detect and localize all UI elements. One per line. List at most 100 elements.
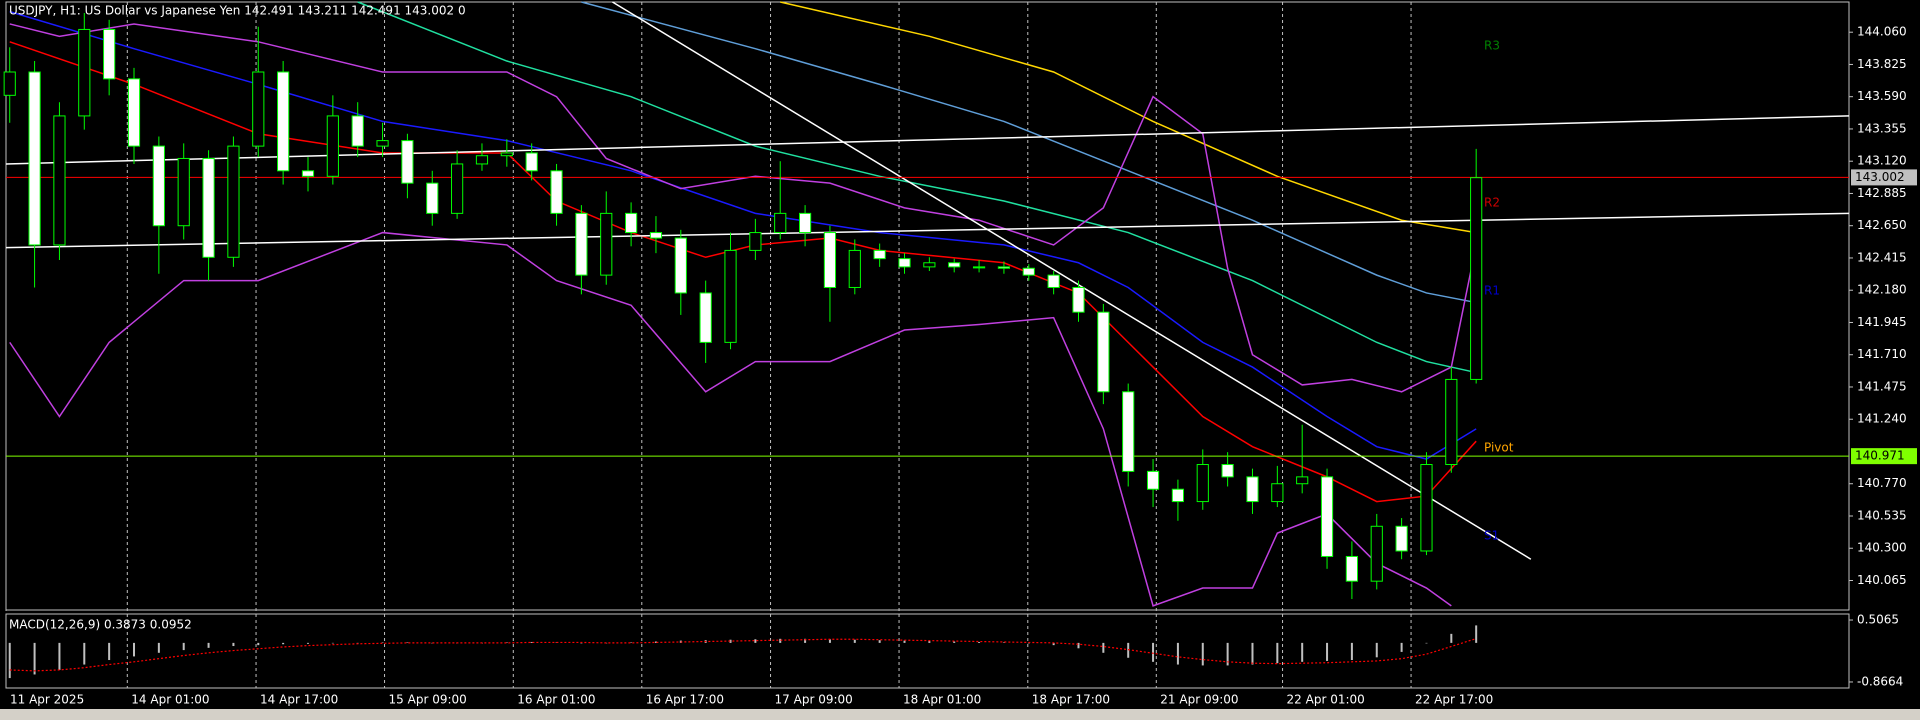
macd-histogram-bar bbox=[1176, 642, 1179, 665]
macd-histogram-bar bbox=[1301, 642, 1304, 662]
indicator-line bbox=[357, 1, 1477, 374]
macd-histogram-bar bbox=[1152, 642, 1155, 662]
y-tick-label: 140.065 bbox=[1857, 573, 1907, 587]
macd-histogram-bar bbox=[257, 642, 260, 646]
candle-body bbox=[3, 71, 16, 96]
indicator-line bbox=[780, 1, 1477, 234]
candle-body bbox=[500, 152, 513, 157]
macd-histogram-bar bbox=[108, 642, 111, 661]
x-tick-label: 14 Apr 01:00 bbox=[131, 693, 209, 707]
y-tick-label: 141.710 bbox=[1857, 347, 1907, 361]
macd-histogram-bar bbox=[1201, 642, 1204, 666]
x-tick-label: 18 Apr 17:00 bbox=[1032, 693, 1110, 707]
macd-histogram-bar bbox=[306, 642, 309, 644]
candle-body bbox=[152, 145, 165, 227]
pivot-label: Pivot bbox=[1484, 441, 1514, 455]
macd-histogram-bar bbox=[530, 641, 533, 643]
candle-body bbox=[376, 140, 389, 147]
macd-histogram-bar bbox=[903, 640, 906, 643]
candle-body bbox=[1395, 525, 1408, 552]
macd-histogram-bar bbox=[754, 639, 757, 643]
macd-histogram-bar bbox=[282, 642, 285, 645]
macd-histogram-bar bbox=[1375, 642, 1378, 658]
macd-histogram-bar bbox=[1350, 642, 1353, 661]
indicator-line bbox=[5, 115, 1850, 165]
candle-body bbox=[451, 163, 464, 214]
macd-histogram-bar bbox=[779, 638, 782, 643]
candle-body bbox=[873, 249, 886, 260]
candle-body bbox=[749, 232, 762, 251]
candle-body bbox=[600, 212, 613, 276]
macd-histogram-bar bbox=[580, 642, 583, 644]
candle-body bbox=[724, 249, 737, 343]
candle-body bbox=[127, 78, 141, 147]
macd-histogram-bar bbox=[1475, 625, 1478, 643]
candle-body bbox=[1047, 274, 1060, 288]
macd-histogram-bar bbox=[58, 642, 61, 670]
y-tick-label: 141.945 bbox=[1857, 315, 1907, 329]
candle-body bbox=[1370, 525, 1383, 582]
macd-histogram-bar bbox=[1027, 642, 1030, 644]
candle-body bbox=[1445, 378, 1458, 466]
price-level-label-bg bbox=[1851, 448, 1917, 465]
macd-histogram-bar bbox=[381, 642, 384, 643]
candle-body bbox=[401, 140, 414, 184]
candle-body bbox=[277, 71, 290, 172]
macd-histogram-bar bbox=[953, 641, 956, 643]
macd-histogram-bar bbox=[356, 642, 359, 644]
candle-body bbox=[625, 212, 638, 234]
candle-body bbox=[774, 212, 787, 234]
y-tick-label: 142.415 bbox=[1857, 250, 1907, 264]
x-tick-label: 16 Apr 17:00 bbox=[646, 693, 724, 707]
y-tick-label: 143.825 bbox=[1857, 57, 1907, 71]
candle-body bbox=[78, 28, 91, 117]
x-tick-label: 14 Apr 17:00 bbox=[260, 693, 338, 707]
candle-body bbox=[923, 262, 936, 268]
candle-body bbox=[177, 157, 190, 227]
chart-header: USDJPY, H1: US Dollar vs Japanese Yen 14… bbox=[9, 4, 466, 18]
candle-body bbox=[301, 170, 315, 177]
y-tick-label: 140.535 bbox=[1857, 508, 1907, 522]
candle-body bbox=[475, 155, 489, 165]
x-tick-label: 18 Apr 01:00 bbox=[903, 693, 981, 707]
macd-title: MACD(12,26,9) 0.3873 0.0952 bbox=[9, 618, 192, 632]
macd-histogram-bar bbox=[729, 639, 732, 643]
candle-body bbox=[1022, 267, 1035, 276]
macd-histogram-bar bbox=[33, 642, 36, 675]
candle-body bbox=[1171, 488, 1185, 503]
candle-body bbox=[53, 115, 66, 246]
macd-histogram-bar bbox=[406, 642, 409, 643]
x-tick-label: 22 Apr 17:00 bbox=[1415, 693, 1493, 707]
y-tick-label: 142.885 bbox=[1857, 186, 1907, 200]
macd-y-tick-label: -0.8664 bbox=[1857, 674, 1903, 688]
candle-body bbox=[699, 292, 712, 343]
candle-body bbox=[1221, 464, 1234, 478]
macd-histogram-bar bbox=[1077, 642, 1080, 649]
macd-histogram-bar bbox=[331, 642, 334, 644]
x-tick-label: 17 Apr 09:00 bbox=[775, 693, 853, 707]
y-tick-label: 140.770 bbox=[1857, 476, 1907, 490]
candle-body bbox=[1271, 483, 1284, 503]
x-tick-label: 21 Apr 09:00 bbox=[1160, 693, 1238, 707]
candle-body bbox=[575, 212, 588, 276]
price-level-label: 140.971 bbox=[1855, 449, 1905, 463]
pivot-label: R1 bbox=[1484, 284, 1500, 298]
candle-body bbox=[1345, 555, 1358, 582]
macd-histogram-bar bbox=[1052, 642, 1055, 646]
main-panel-frame bbox=[5, 1, 1850, 611]
macd-histogram-bar bbox=[133, 642, 136, 657]
macd-histogram-bar bbox=[1251, 642, 1254, 665]
macd-histogram-bar bbox=[8, 642, 11, 679]
indicator-line bbox=[5, 212, 1850, 249]
macd-histogram-bar bbox=[1425, 642, 1428, 644]
macd-histogram-bar bbox=[182, 642, 185, 651]
candle-body bbox=[202, 157, 215, 258]
candle-body bbox=[426, 182, 439, 214]
y-tick-label: 141.475 bbox=[1857, 379, 1907, 393]
macd-signal-line bbox=[9, 638, 1477, 672]
y-tick-label: 140.300 bbox=[1857, 541, 1907, 555]
y-tick-label: 142.650 bbox=[1857, 218, 1907, 232]
indicator-line bbox=[581, 1, 1477, 304]
